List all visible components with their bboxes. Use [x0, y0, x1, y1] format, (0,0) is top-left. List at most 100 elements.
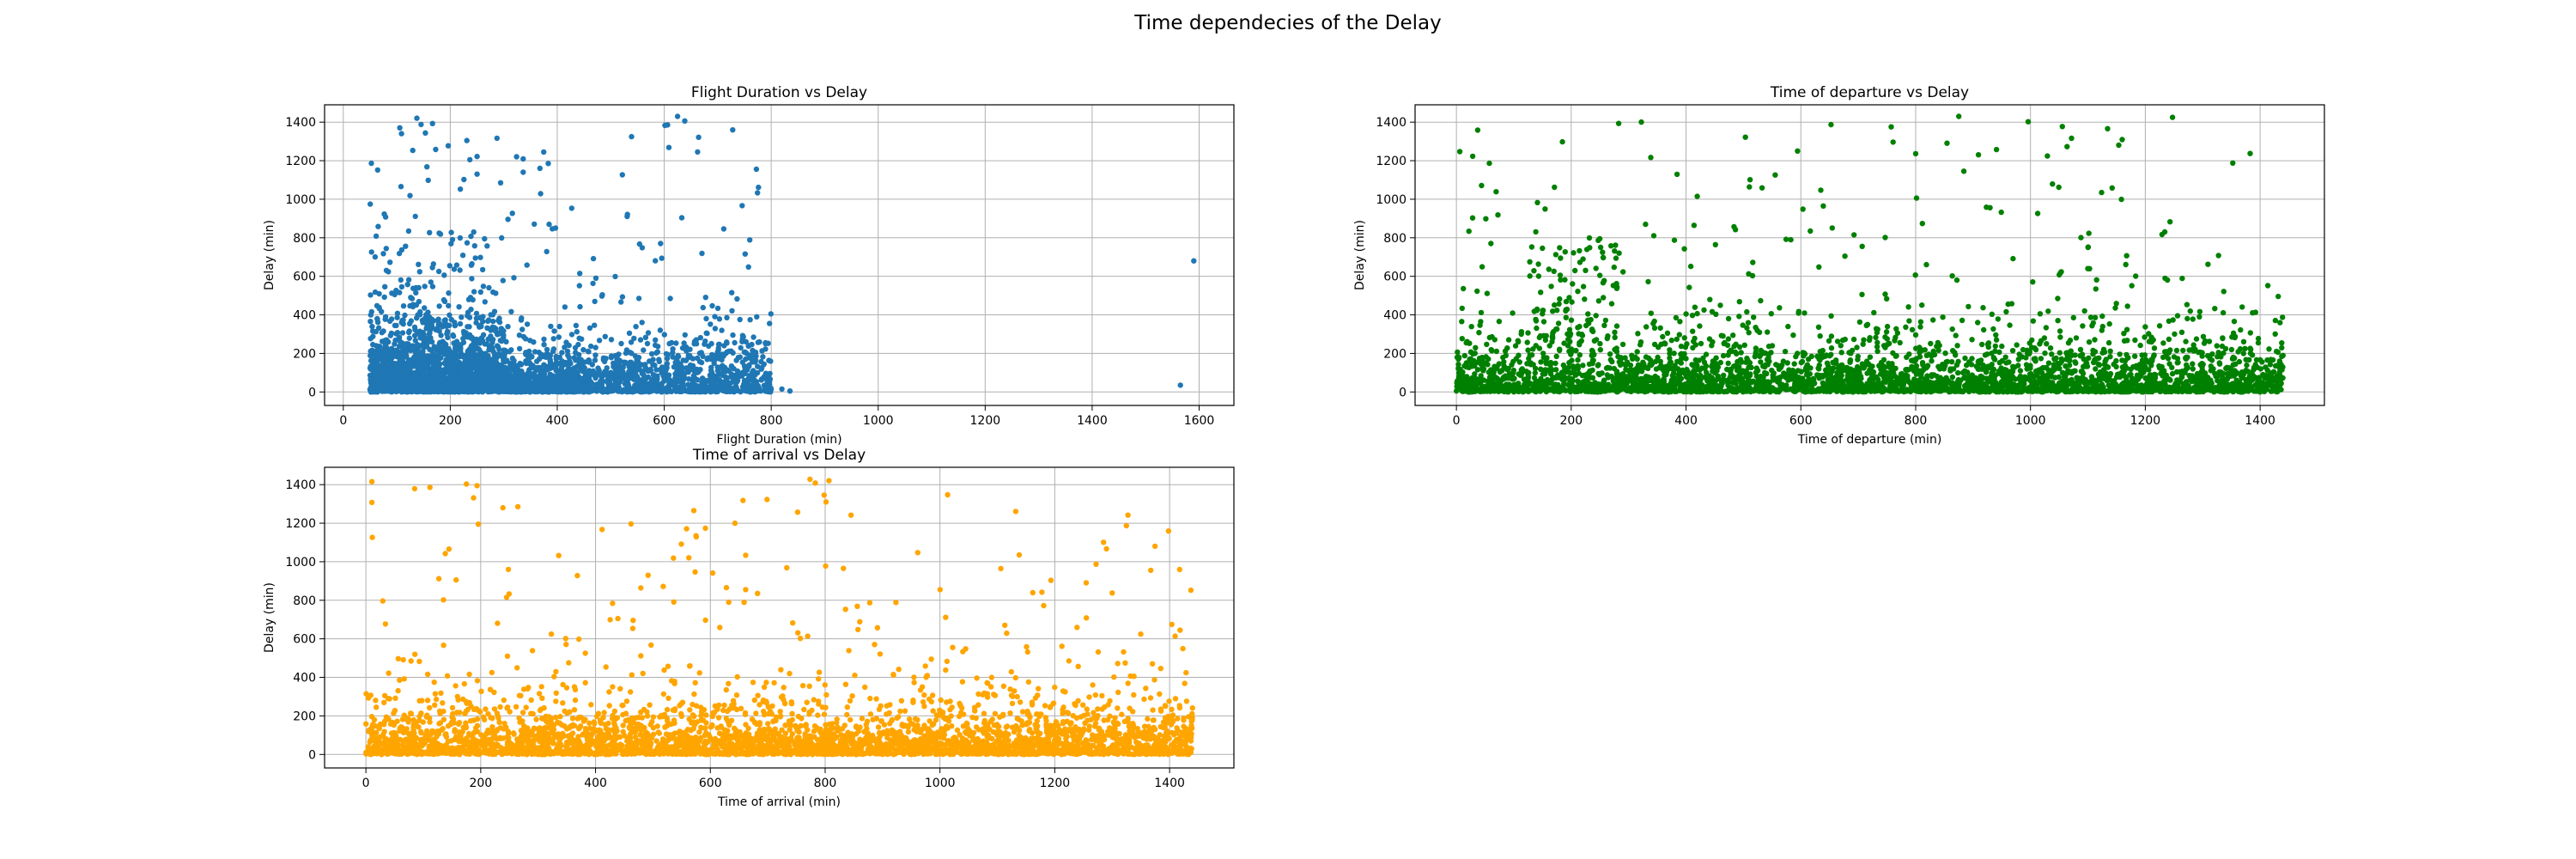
figure-title: Time dependecies of the Delay — [1134, 12, 1442, 34]
data-point — [464, 137, 470, 143]
data-point — [383, 246, 389, 252]
data-point — [416, 284, 422, 291]
data-point — [672, 387, 678, 393]
data-point — [1516, 359, 1523, 365]
data-point — [590, 255, 597, 262]
data-point — [398, 283, 405, 290]
data-point — [750, 368, 756, 374]
data-point — [1746, 330, 1752, 336]
data-point — [412, 213, 418, 220]
data-point — [1954, 343, 1960, 349]
data-point — [375, 223, 381, 229]
data-point — [407, 363, 414, 369]
data-point — [464, 360, 470, 367]
data-point — [1692, 304, 1698, 310]
data-point — [1694, 310, 1700, 317]
data-point — [382, 338, 388, 344]
data-point — [596, 338, 603, 344]
data-point — [410, 388, 416, 394]
data-point — [472, 255, 478, 261]
data-point — [1909, 326, 1916, 332]
data-point — [619, 172, 625, 178]
data-point — [714, 368, 721, 374]
data-point — [374, 167, 380, 174]
data-point — [374, 316, 380, 322]
data-point — [443, 341, 449, 348]
data-point — [473, 315, 480, 321]
data-point — [404, 341, 410, 347]
data-point — [674, 369, 680, 375]
data-point — [2093, 277, 2099, 283]
data-point — [1694, 193, 1700, 199]
data-point — [598, 371, 605, 377]
data-point — [2156, 323, 2163, 329]
data-point — [599, 292, 605, 298]
data-point — [435, 268, 442, 275]
data-point — [2124, 303, 2130, 309]
data-point — [762, 346, 769, 352]
data-point — [382, 387, 388, 393]
data-point — [526, 371, 532, 378]
data-point — [519, 326, 526, 332]
data-point — [1476, 330, 1482, 336]
data-point — [387, 332, 393, 338]
data-point — [618, 340, 624, 347]
data-point — [391, 369, 397, 375]
data-point — [554, 361, 561, 367]
data-point — [755, 339, 762, 345]
data-point — [368, 249, 374, 255]
data-point — [446, 290, 452, 296]
data-point — [2171, 354, 2178, 360]
y-tick-label: 1400 — [285, 116, 316, 130]
data-point — [1528, 244, 1535, 250]
data-point — [1717, 302, 1723, 308]
data-point — [444, 330, 450, 337]
data-point — [419, 369, 425, 375]
data-point — [467, 295, 474, 301]
data-point — [377, 347, 383, 353]
data-point — [526, 359, 532, 366]
data-point — [626, 369, 632, 375]
data-point — [747, 237, 753, 243]
data-point — [516, 345, 523, 352]
data-point — [420, 334, 427, 340]
data-point — [2196, 308, 2203, 314]
data-point — [448, 229, 454, 235]
data-point — [453, 354, 459, 361]
data-point — [468, 335, 474, 341]
data-point — [576, 283, 582, 289]
data-point — [368, 201, 374, 207]
data-point — [552, 225, 559, 231]
data-point — [756, 184, 762, 191]
data-point — [582, 387, 588, 393]
data-point — [658, 241, 664, 247]
data-point — [475, 382, 481, 389]
data-point — [1461, 352, 1468, 359]
data-point — [2093, 366, 2099, 372]
data-point — [1935, 347, 1941, 354]
data-point — [703, 330, 709, 336]
data-point — [590, 369, 596, 375]
data-point — [2178, 329, 2185, 335]
data-point — [1553, 353, 1559, 360]
data-point — [547, 356, 553, 362]
data-point — [420, 344, 426, 350]
data-point — [544, 248, 550, 255]
data-point — [445, 143, 452, 149]
y-tick-label: 600 — [293, 271, 316, 284]
data-point — [668, 381, 675, 387]
data-point — [633, 324, 639, 330]
data-point — [389, 350, 395, 356]
data-point — [464, 240, 471, 246]
data-point — [760, 354, 766, 360]
data-point — [398, 376, 405, 383]
data-point — [661, 332, 667, 338]
data-point — [548, 323, 554, 330]
x-tick-label: 1200 — [970, 414, 1001, 428]
data-point — [634, 364, 640, 371]
data-point — [732, 339, 738, 346]
data-point — [1645, 278, 1651, 285]
data-point — [505, 324, 511, 330]
data-point — [407, 192, 413, 198]
data-point — [538, 351, 544, 357]
